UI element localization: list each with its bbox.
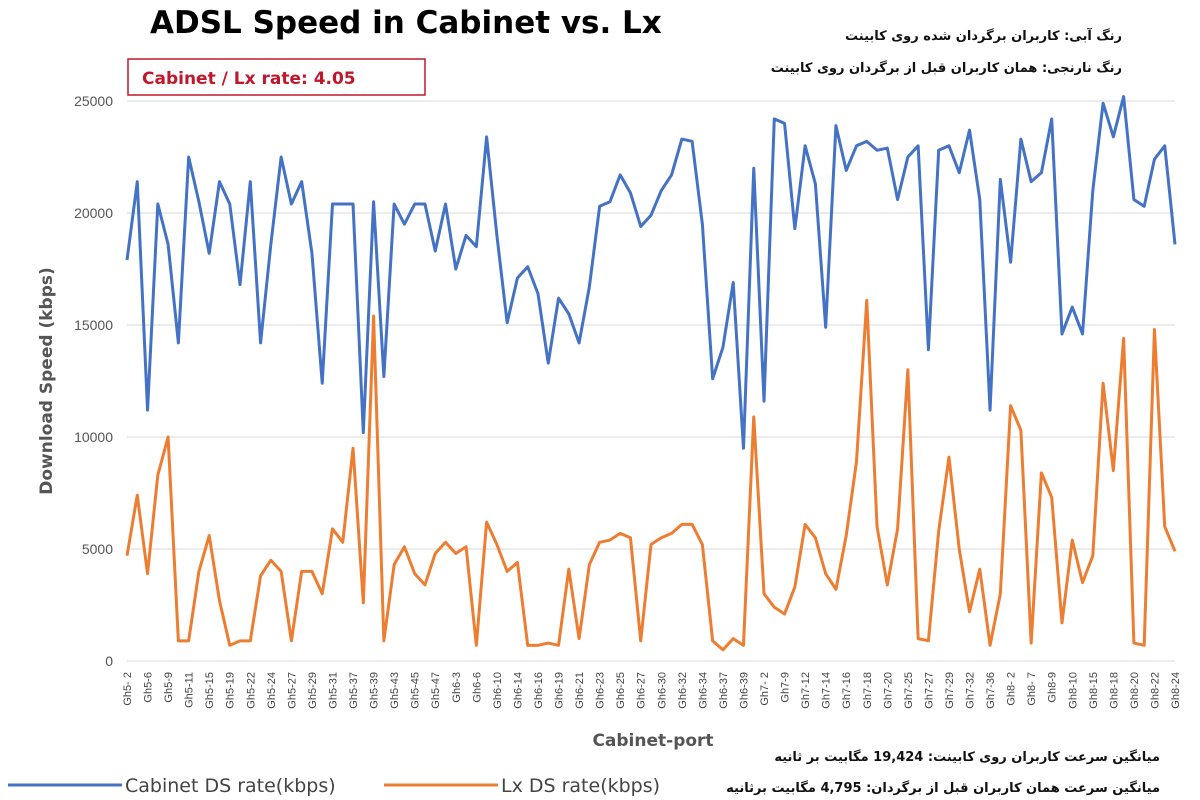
y-tick-label: 5000 [82, 541, 113, 557]
x-tick-label: Gh8- 7 [1026, 672, 1038, 706]
x-tick-labels: Gh5- 2 Gh5-6 Gh5-9 Gh5-11 Gh5-15 Gh5-19 Gh5-22… [122, 672, 1182, 709]
x-tick-label: Gh5-11 [184, 672, 196, 708]
avg-cabinet-note: میانگین سرعت کاربران روی کابینت: 19,424 … [774, 749, 1160, 765]
y-tick-label: 20000 [74, 205, 113, 221]
x-tick-label: Gh8-10 [1067, 672, 1079, 709]
x-tick-label: Gh7-9 [780, 672, 792, 703]
x-tick-label: Gh5-37 [348, 672, 360, 709]
legend-label-lx: Lx DS rate(kbps) [501, 775, 660, 797]
x-tick-label: Gh6-19 [554, 672, 566, 709]
avg-lx-note: میانگین سرعت همان کاربران قبل از برگردان… [726, 780, 1160, 796]
x-tick-label: Gh6-37 [718, 672, 730, 709]
x-tick-label: Gh6-6 [471, 672, 483, 703]
series-line-lx [125, 298, 1177, 652]
x-tick-label: Gh6-3 [451, 672, 463, 703]
x-axis-title: Cabinet-port [592, 731, 713, 751]
x-tick-label: Gh7-18 [862, 672, 874, 709]
x-tick-label: Gh5-22 [245, 672, 257, 709]
x-tick-label: Gh6-14 [512, 672, 524, 709]
x-tick-label: Gh7-36 [985, 672, 997, 709]
x-tick-label: Gh7-29 [944, 672, 956, 709]
x-tick-label: Gh5-31 [327, 672, 339, 709]
series-lines [125, 95, 1177, 652]
y-axis-title: Download Speed (kbps) [37, 267, 57, 495]
x-tick-label: Gh5-29 [307, 672, 319, 709]
legend-label-cabinet: Cabinet DS rate(kbps) [125, 775, 336, 797]
x-tick-label: Gh7-25 [903, 672, 915, 709]
rate-box-label: Cabinet / Lx rate: 4.05 [142, 69, 356, 89]
x-tick-label: Gh5-39 [369, 672, 381, 709]
rate-box [127, 58, 426, 96]
x-tick-label: Gh8-22 [1149, 672, 1161, 709]
x-tick-label: Gh8-15 [1088, 672, 1100, 709]
x-tick-label: Gh6-25 [615, 672, 627, 709]
x-tick-label: Gh5-6 [143, 672, 155, 703]
x-tick-label: Gh5-47 [430, 672, 442, 709]
x-tick-label: Gh6-16 [533, 672, 545, 709]
y-tick-label: 0 [105, 653, 113, 669]
x-tick-label: Gh6-10 [492, 672, 504, 709]
x-tick-label: Gh8- 2 [1006, 672, 1018, 706]
x-tick-label: Gh5-27 [286, 672, 298, 709]
x-tick-label: Gh8-18 [1108, 672, 1120, 709]
x-tick-label: Gh7-27 [923, 672, 935, 709]
x-tick-label: Gh7-16 [841, 672, 853, 709]
x-tick-label: Gh6-21 [574, 672, 586, 709]
x-tick-label: Gh6-30 [656, 672, 668, 709]
x-tick-label: Gh5-24 [266, 672, 278, 709]
x-tick-label: Gh5-19 [225, 672, 237, 709]
x-tick-label: Gh6-39 [738, 672, 750, 709]
y-tick-label: 15000 [74, 317, 113, 333]
note-orange: رنگ نارنجی: همان کاربران قبل از برگردان … [771, 60, 1122, 76]
x-tick-label: Gh8-24 [1170, 672, 1182, 709]
x-tick-label: Gh7-20 [882, 672, 894, 709]
x-tick-label: Gh7-12 [800, 672, 812, 709]
note-blue: رنگ آبی: کاربران برگردان شده روی کابینت [845, 27, 1122, 44]
x-tick-label: Gh5-9 [163, 672, 175, 703]
y-tick-label: 10000 [74, 429, 113, 445]
series-line-cabinet [125, 95, 1177, 450]
legend: Cabinet DS rate(kbps) Lx DS rate(kbps) [8, 775, 660, 797]
x-tick-label: Gh6-23 [595, 672, 607, 709]
x-tick-label: Gh7-14 [821, 672, 833, 709]
x-tick-label: Gh5-45 [410, 672, 422, 709]
x-tick-label: Gh7-32 [965, 672, 977, 709]
x-tick-label: Gh8-20 [1129, 672, 1141, 709]
x-tick-label: Gh6-27 [636, 672, 648, 709]
x-tick-label: Gh5- 2 [122, 672, 134, 706]
x-tick-label: Gh6-32 [677, 672, 689, 709]
y-tick-labels: 0 5000 10000 15000 20000 25000 [74, 93, 113, 669]
x-tick-label: Gh8-9 [1047, 672, 1059, 703]
y-tick-label: 25000 [74, 93, 113, 109]
x-tick-label: Gh6-34 [697, 672, 709, 709]
x-tick-label: Gh5-43 [389, 672, 401, 709]
x-tick-label: Gh7- 2 [759, 672, 771, 706]
chart-title: ADSL Speed in Cabinet vs. Lx [150, 5, 662, 41]
x-tick-label: Gh5-15 [204, 672, 216, 709]
